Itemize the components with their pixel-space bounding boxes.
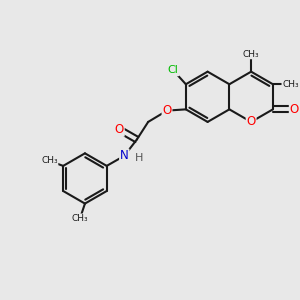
Text: O: O: [290, 103, 299, 116]
Text: O: O: [162, 104, 172, 117]
Text: Cl: Cl: [168, 65, 179, 75]
Text: N: N: [120, 149, 129, 162]
Text: O: O: [115, 123, 124, 136]
Text: H: H: [135, 153, 144, 163]
Text: CH₃: CH₃: [282, 80, 299, 89]
Text: CH₃: CH₃: [41, 156, 58, 165]
Text: CH₃: CH₃: [72, 214, 88, 223]
Text: O: O: [247, 116, 256, 128]
Text: CH₃: CH₃: [243, 50, 260, 58]
